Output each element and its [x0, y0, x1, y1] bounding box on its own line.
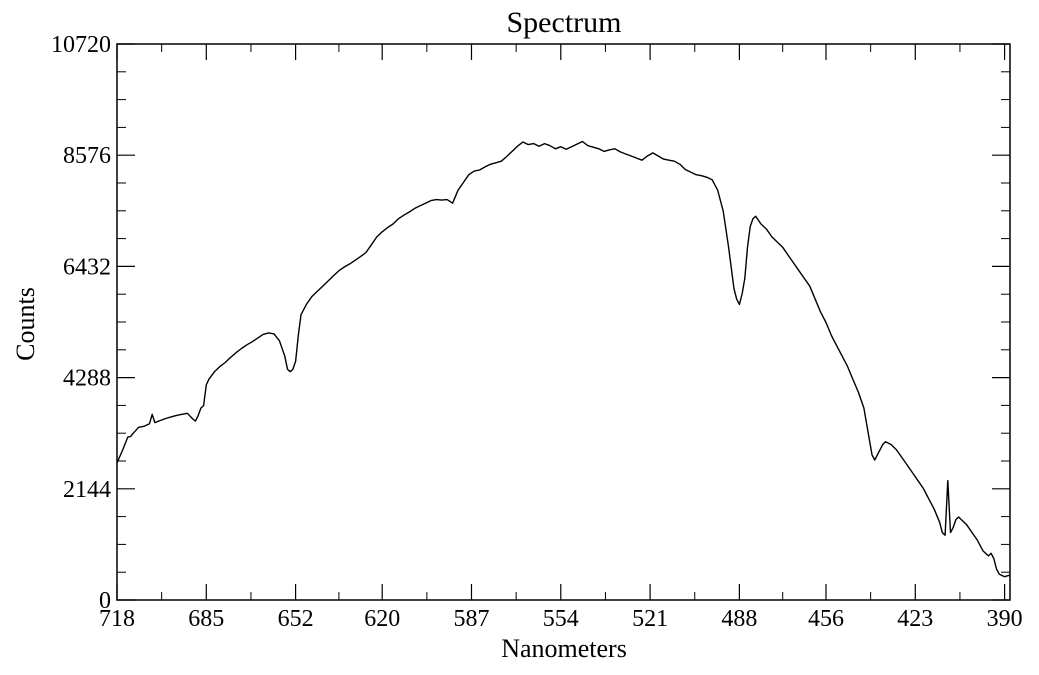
x-tick-label: 423 [897, 606, 933, 632]
y-tick-label: 6432 [63, 254, 111, 280]
y-axis-label: Counts [11, 287, 40, 361]
x-tick-label: 488 [721, 606, 757, 632]
x-tick-label: 620 [364, 606, 400, 632]
x-tick-label: 652 [278, 606, 314, 632]
y-tick-label: 8576 [63, 143, 111, 169]
x-tick-label: 456 [808, 606, 844, 632]
x-tick-label: 521 [632, 606, 668, 632]
x-tick-label: 554 [543, 606, 579, 632]
chart-title: Spectrum [507, 6, 622, 39]
series-layer [116, 140, 1011, 578]
spectrum-series-line [116, 140, 1011, 578]
x-axis-label: Nanometers [501, 634, 627, 663]
x-tick-label: 587 [453, 606, 489, 632]
plot-frame [116, 43, 1011, 601]
x-tick-label: 685 [188, 606, 224, 632]
y-tick-label: 4288 [63, 366, 111, 392]
y-tick-label: 0 [99, 588, 111, 614]
y-tick-label: 2144 [63, 477, 111, 503]
x-tick-label: 718 [99, 606, 135, 632]
y-tick-label: 10720 [51, 32, 111, 58]
x-tick-label: 390 [987, 606, 1023, 632]
ticks-layer: 718 685 652 620 587 554 521 488 456 423 390 0 2144 42… [51, 32, 1023, 632]
